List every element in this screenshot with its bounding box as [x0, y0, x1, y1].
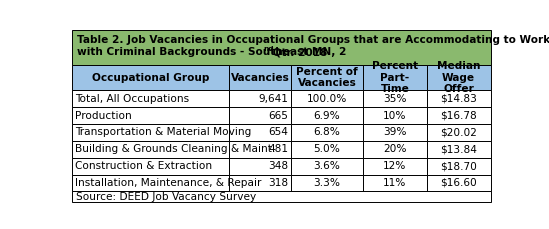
Bar — [72, 30, 491, 65]
Text: Median
Wage
Offer: Median Wage Offer — [437, 61, 480, 94]
Bar — [363, 141, 427, 158]
Text: Source: DEED Job Vacancy Survey: Source: DEED Job Vacancy Survey — [76, 191, 256, 202]
Bar — [291, 107, 363, 124]
Text: 6.9%: 6.9% — [313, 111, 340, 121]
Text: Occupational Group: Occupational Group — [92, 73, 209, 83]
Text: 20%: 20% — [383, 144, 407, 154]
Text: 12%: 12% — [383, 161, 406, 171]
Text: 654: 654 — [268, 128, 288, 137]
Bar — [72, 141, 229, 158]
Text: 9,641: 9,641 — [259, 94, 288, 104]
Bar — [229, 158, 291, 174]
Text: 665: 665 — [268, 111, 288, 121]
Text: Construction & Extraction: Construction & Extraction — [75, 161, 212, 171]
Bar — [72, 65, 229, 90]
Bar — [229, 65, 291, 90]
Text: 35%: 35% — [383, 94, 407, 104]
Bar — [291, 141, 363, 158]
Bar — [72, 90, 229, 107]
Bar — [291, 65, 363, 90]
Bar — [427, 124, 491, 141]
Bar — [363, 174, 427, 191]
Bar — [427, 141, 491, 158]
Bar — [229, 141, 291, 158]
Text: 100.0%: 100.0% — [307, 94, 347, 104]
Text: 3.6%: 3.6% — [313, 161, 340, 171]
Bar — [363, 90, 427, 107]
Text: $18.70: $18.70 — [440, 161, 477, 171]
Bar — [72, 174, 229, 191]
Bar — [427, 65, 491, 90]
Bar — [72, 107, 229, 124]
Text: 11%: 11% — [383, 178, 406, 188]
Text: Production: Production — [75, 111, 132, 121]
Text: nd: nd — [263, 46, 273, 52]
Text: $14.83: $14.83 — [440, 94, 477, 104]
Text: 3.3%: 3.3% — [313, 178, 340, 188]
Text: Installation, Maintenance, & Repair: Installation, Maintenance, & Repair — [75, 178, 261, 188]
Text: $16.78: $16.78 — [440, 111, 477, 121]
Bar — [229, 174, 291, 191]
Bar — [72, 191, 491, 202]
Bar — [363, 65, 427, 90]
Text: Table 2. Job Vacancies in Occupational Groups that are Accommodating to Workers: Table 2. Job Vacancies in Occupational G… — [77, 35, 549, 45]
Text: 10%: 10% — [383, 111, 407, 121]
Text: Total, All Occupations: Total, All Occupations — [75, 94, 189, 104]
Bar — [363, 124, 427, 141]
Bar — [291, 124, 363, 141]
Text: Qtr. 2018: Qtr. 2018 — [269, 47, 327, 57]
Bar — [72, 124, 229, 141]
Bar — [427, 107, 491, 124]
Text: 5.0%: 5.0% — [313, 144, 340, 154]
Text: 318: 318 — [268, 178, 288, 188]
Bar — [363, 107, 427, 124]
Bar — [291, 90, 363, 107]
Text: 6.8%: 6.8% — [313, 128, 340, 137]
Text: Percent
Part-
Time: Percent Part- Time — [372, 61, 418, 94]
Bar — [427, 158, 491, 174]
Text: with Criminal Backgrounds - Southeast MN, 2: with Criminal Backgrounds - Southeast MN… — [77, 47, 346, 57]
Text: Vacancies: Vacancies — [231, 73, 289, 83]
Bar — [229, 107, 291, 124]
Text: 481: 481 — [268, 144, 288, 154]
Text: 348: 348 — [268, 161, 288, 171]
Text: $16.60: $16.60 — [440, 178, 477, 188]
Bar — [363, 158, 427, 174]
Bar — [229, 124, 291, 141]
Text: Building & Grounds Cleaning & Maint.: Building & Grounds Cleaning & Maint. — [75, 144, 276, 154]
Text: Transportation & Material Moving: Transportation & Material Moving — [75, 128, 251, 137]
Text: Percent of
Vacancies: Percent of Vacancies — [296, 67, 358, 88]
Bar — [72, 158, 229, 174]
Text: $13.84: $13.84 — [440, 144, 477, 154]
Text: 39%: 39% — [383, 128, 407, 137]
Bar — [427, 90, 491, 107]
Bar — [291, 174, 363, 191]
Bar — [229, 90, 291, 107]
Text: $20.02: $20.02 — [440, 128, 477, 137]
Bar — [291, 158, 363, 174]
Bar — [427, 174, 491, 191]
